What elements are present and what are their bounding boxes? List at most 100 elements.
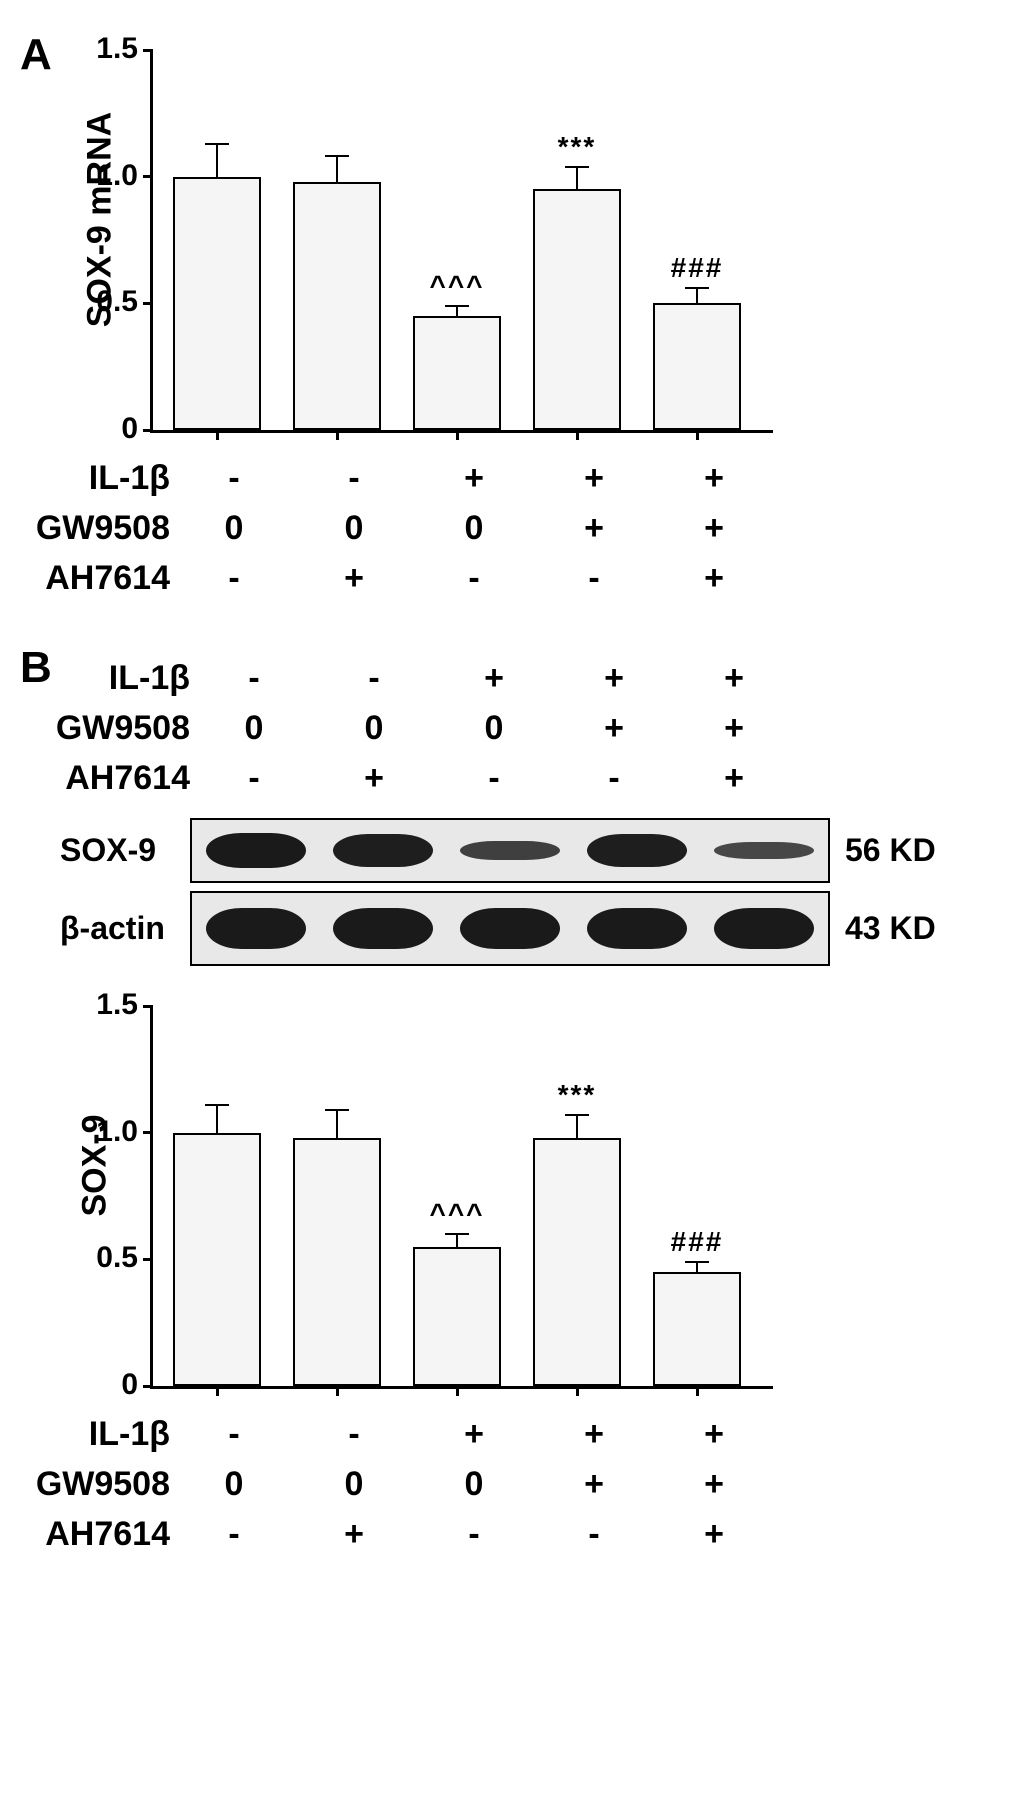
treatment-value: - <box>210 659 298 698</box>
panel-b-bottom-treatments: IL-1β--+++GW9508000++AH7614-+--+ <box>20 1409 1000 1559</box>
error-bar <box>576 1115 578 1138</box>
treatment-row: IL-1β--+++ <box>20 453 1000 503</box>
y-tick <box>143 1005 153 1008</box>
blot-band <box>714 842 814 858</box>
error-bar <box>456 306 458 316</box>
treatment-value: + <box>550 459 638 498</box>
x-tick <box>336 1386 339 1396</box>
bar <box>533 1138 621 1386</box>
blot-band <box>333 908 433 949</box>
bar <box>173 1133 261 1386</box>
error-cap <box>445 1233 469 1235</box>
significance-label: ### <box>643 252 751 284</box>
treatment-value: + <box>670 1465 758 1504</box>
panel-b: B IL-1β--+++GW9508000++AH7614-+--+ SOX-9… <box>20 643 1000 1559</box>
error-bar <box>336 1110 338 1138</box>
treatment-value: - <box>430 559 518 598</box>
treatment-value: + <box>430 1415 518 1454</box>
treatment-row: GW9508000++ <box>20 1459 1000 1509</box>
bar <box>533 189 621 430</box>
bar <box>173 177 261 430</box>
blot-band <box>460 908 560 949</box>
treatment-value: - <box>210 759 298 798</box>
error-bar <box>216 144 218 177</box>
error-cap <box>205 143 229 145</box>
panel-b-ylabel: SOX-9 <box>76 1086 115 1246</box>
treatment-name: GW9508 <box>20 709 190 748</box>
treatment-value: 0 <box>430 1465 518 1504</box>
treatment-value: + <box>310 559 398 598</box>
treatment-value: + <box>570 659 658 698</box>
error-bar <box>696 1262 698 1272</box>
treatment-value: 0 <box>430 509 518 548</box>
error-cap <box>325 1109 349 1111</box>
y-tick-label: 0 <box>83 1368 138 1402</box>
treatment-value: + <box>550 509 638 548</box>
treatment-value: + <box>330 759 418 798</box>
y-tick-label: 0.5 <box>83 1241 138 1275</box>
treatment-value: - <box>570 759 658 798</box>
treatment-name: AH7614 <box>20 559 170 598</box>
treatment-value: - <box>310 1415 398 1454</box>
treatment-row: IL-1β--+++ <box>20 653 1000 703</box>
error-bar <box>216 1105 218 1133</box>
x-tick <box>576 1386 579 1396</box>
treatment-name: GW9508 <box>20 509 170 548</box>
x-tick <box>576 430 579 440</box>
blot-band <box>587 908 687 949</box>
panel-a-chart: SOX-9 mRNA 00.51.01.5^^^***### <box>150 30 1000 433</box>
panel-a-label: A <box>20 30 52 80</box>
error-bar <box>696 288 698 303</box>
significance-label: ### <box>643 1226 751 1258</box>
treatment-value: + <box>670 1415 758 1454</box>
treatment-value: 0 <box>330 709 418 748</box>
treatment-value: + <box>550 1415 638 1454</box>
panel-a: A SOX-9 mRNA 00.51.01.5^^^***### IL-1β--… <box>20 30 1000 603</box>
treatment-value: + <box>310 1515 398 1554</box>
y-tick <box>143 49 153 52</box>
treatment-value: - <box>430 1515 518 1554</box>
treatment-value: + <box>670 559 758 598</box>
error-cap <box>565 1114 589 1116</box>
blot-strip <box>190 818 830 883</box>
treatment-value: 0 <box>310 1465 398 1504</box>
treatment-value: + <box>690 759 778 798</box>
treatment-name: AH7614 <box>20 759 190 798</box>
x-tick <box>216 430 219 440</box>
error-cap <box>205 1104 229 1106</box>
treatment-value: - <box>190 1415 278 1454</box>
y-tick-label: 0 <box>83 412 138 446</box>
treatment-row: AH7614-+--+ <box>20 553 1000 603</box>
blot-label: β-actin <box>60 910 190 947</box>
treatment-value: - <box>450 759 538 798</box>
blot-strip <box>190 891 830 966</box>
error-cap <box>565 166 589 168</box>
significance-label: *** <box>523 131 631 163</box>
treatment-name: GW9508 <box>20 1465 170 1504</box>
y-tick <box>143 1385 153 1388</box>
bar <box>653 1272 741 1386</box>
treatment-row: GW9508000++ <box>20 503 1000 553</box>
y-tick <box>143 429 153 432</box>
y-tick-label: 1.0 <box>83 1115 138 1149</box>
panel-b-plot: 00.51.01.5^^^***### <box>150 1006 773 1389</box>
y-tick <box>143 1258 153 1261</box>
blot-row: β-actin43 KD <box>60 891 1000 966</box>
x-tick <box>216 1386 219 1396</box>
treatment-value: 0 <box>450 709 538 748</box>
blot-kd: 56 KD <box>845 832 936 869</box>
panel-b-blots: SOX-956 KDβ-actin43 KD <box>60 818 1000 966</box>
y-tick-label: 1.5 <box>83 988 138 1022</box>
bar <box>653 303 741 430</box>
treatment-row: GW9508000++ <box>20 703 1000 753</box>
panel-b-top-treatments: IL-1β--+++GW9508000++AH7614-+--+ <box>20 643 1000 803</box>
treatment-value: + <box>690 709 778 748</box>
blot-band <box>206 833 306 869</box>
treatment-value: 0 <box>210 709 298 748</box>
treatment-value: + <box>570 709 658 748</box>
error-bar <box>336 156 338 181</box>
treatment-value: + <box>430 459 518 498</box>
treatment-value: - <box>550 559 638 598</box>
error-cap <box>685 1261 709 1263</box>
error-bar <box>456 1234 458 1247</box>
